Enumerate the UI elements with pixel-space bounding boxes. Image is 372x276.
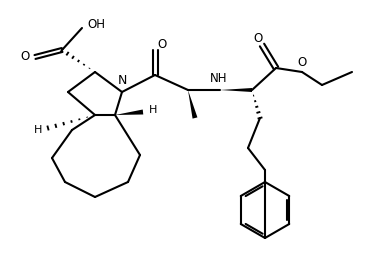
Polygon shape (220, 88, 252, 92)
Text: O: O (21, 51, 30, 63)
Text: O: O (253, 31, 263, 44)
Text: O: O (297, 55, 307, 68)
Text: NH: NH (210, 71, 228, 84)
Text: N: N (117, 73, 127, 86)
Polygon shape (188, 90, 198, 119)
Text: H: H (149, 105, 157, 115)
Text: O: O (157, 38, 166, 52)
Text: H: H (33, 125, 42, 135)
Text: OH: OH (87, 17, 105, 31)
Polygon shape (115, 110, 143, 115)
